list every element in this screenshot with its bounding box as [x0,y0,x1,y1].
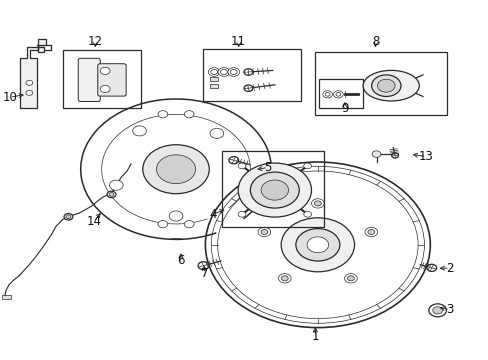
Circle shape [107,191,116,198]
Circle shape [132,126,146,136]
Bar [2,295,11,299]
Text: 10: 10 [2,91,17,104]
Circle shape [26,80,33,85]
Text: 11: 11 [231,35,245,48]
Circle shape [184,111,194,118]
Text: 7: 7 [200,267,208,280]
Circle shape [26,90,33,95]
Circle shape [109,193,114,196]
Circle shape [142,145,209,194]
Bar [203,49,300,101]
Circle shape [367,229,374,234]
FancyBboxPatch shape [78,58,100,102]
Circle shape [333,91,343,98]
Circle shape [244,85,252,91]
Text: 4: 4 [208,208,216,221]
Text: 12: 12 [88,35,102,48]
Circle shape [208,68,220,76]
Circle shape [238,163,245,169]
Circle shape [227,68,239,76]
Circle shape [281,276,287,281]
Circle shape [364,227,377,237]
FancyBboxPatch shape [98,64,126,96]
Circle shape [244,69,252,75]
Circle shape [100,67,110,75]
Text: 9: 9 [340,102,348,114]
Circle shape [228,157,238,164]
Bar [221,151,324,227]
Circle shape [347,276,354,281]
Ellipse shape [362,71,419,101]
Circle shape [66,215,71,219]
Circle shape [238,163,311,217]
Circle shape [184,221,194,228]
Circle shape [169,211,183,221]
Circle shape [311,199,324,208]
Bar [210,84,217,88]
Circle shape [261,229,267,234]
Circle shape [100,85,110,93]
Circle shape [210,128,224,138]
Circle shape [306,237,328,253]
Text: 8: 8 [371,35,379,48]
Circle shape [303,211,311,217]
Circle shape [218,68,229,76]
Circle shape [261,180,288,200]
Bar [318,79,362,108]
Circle shape [377,79,394,92]
Circle shape [109,180,123,190]
Circle shape [314,201,321,206]
Circle shape [258,227,270,237]
Circle shape [391,153,398,158]
Polygon shape [20,39,46,108]
Circle shape [371,151,380,157]
Circle shape [371,75,400,96]
Text: 14: 14 [86,215,101,228]
Circle shape [426,264,436,271]
Circle shape [303,163,311,169]
Text: 6: 6 [177,255,184,267]
Text: 3: 3 [445,303,453,316]
Bar [210,77,217,81]
Circle shape [158,221,167,228]
Circle shape [322,91,332,98]
Circle shape [281,218,354,272]
Circle shape [198,262,208,270]
Circle shape [250,172,299,208]
Circle shape [158,111,167,118]
Circle shape [238,211,245,217]
Circle shape [428,304,446,317]
Circle shape [344,274,357,283]
Circle shape [432,307,442,314]
Text: 13: 13 [418,150,433,163]
Text: 1: 1 [311,330,319,343]
Circle shape [156,155,195,184]
Circle shape [278,274,290,283]
Text: 2: 2 [445,262,453,275]
Circle shape [64,213,73,220]
Circle shape [295,229,339,261]
Text: 5: 5 [264,161,271,174]
Bar [62,50,141,108]
Bar [315,52,447,115]
